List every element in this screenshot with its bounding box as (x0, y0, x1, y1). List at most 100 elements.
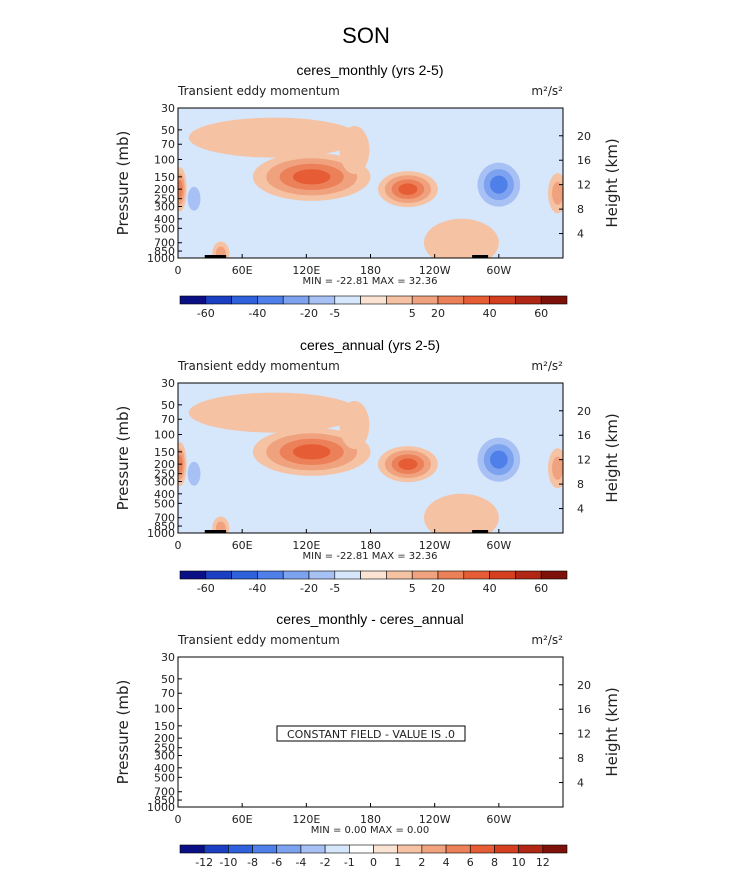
colorbar-swatch (228, 844, 253, 854)
y-tick-label: 150 (154, 446, 175, 459)
colorbar-swatch (360, 295, 387, 305)
colorbar-swatch (257, 295, 284, 305)
contour-region (292, 444, 331, 460)
chart-panel-1: ceres_monthly (yrs 2-5) Transient eddy mo… (114, 62, 621, 320)
colorbar-swatch (386, 570, 413, 580)
colorbar-swatch (445, 844, 471, 854)
contour-region (188, 117, 360, 158)
y-tick-label: 200 (154, 732, 175, 745)
y-tick-label: 300 (154, 475, 175, 488)
y2-tick-label: 8 (577, 752, 584, 765)
y-tick-label: 100 (154, 429, 175, 442)
x-tick-label: 0 (175, 264, 182, 277)
colorbar-swatch (540, 295, 568, 305)
colorbar-swatch (231, 295, 258, 305)
x-tick-label: 180 (360, 813, 381, 826)
colorbar-label: -5 (329, 307, 340, 320)
y-tick-label: 150 (154, 171, 175, 184)
y2-tick-label: 16 (577, 154, 591, 167)
colorbar-label: 40 (483, 307, 497, 320)
min-max-label: MIN = 0.00 MAX = 0.00 (311, 825, 430, 836)
colorbar-swatch (518, 844, 544, 854)
y2-tick-label: 8 (577, 203, 584, 216)
y-tick-label: 200 (154, 458, 175, 471)
colorbar: -12 -10 -8 -6 -4 -2 -1 0 1 2 4 6 8 10 12 (179, 844, 568, 869)
colorbar-swatch (252, 844, 278, 854)
x-tick-label: 60W (486, 539, 511, 552)
x-tick-label: 60W (486, 813, 511, 826)
contour-region (552, 181, 563, 205)
colorbar-swatch (463, 570, 490, 580)
figure-title: SON (342, 23, 390, 48)
y2-tick-label: 4 (577, 503, 584, 516)
colorbar-swatch (308, 295, 336, 305)
y-tick-label: 200 (154, 183, 175, 196)
y-tick-label: 850 (154, 245, 175, 258)
y-tick-label: 1000 (147, 252, 175, 265)
panel-left-label: Transient eddy momentum (177, 633, 340, 647)
x-tick-label: 120E (292, 539, 320, 552)
y-tick-label: 50 (161, 673, 175, 686)
x-tick-label: 60E (232, 539, 253, 552)
y-tick-label: 150 (154, 720, 175, 733)
colorbar-label: -2 (320, 856, 331, 869)
topography (472, 255, 489, 258)
colorbar-label: -20 (300, 307, 318, 320)
contour-fills (178, 117, 563, 258)
y-tick-label: 850 (154, 794, 175, 807)
colorbar-swatch (349, 844, 374, 854)
y-tick-label: 100 (154, 703, 175, 716)
panel-left-label: Transient eddy momentum (177, 359, 340, 373)
y2-tick-label: 8 (577, 478, 584, 491)
chart-panel-3: ceres_monthly - ceres_annual Transient ed… (114, 611, 621, 869)
colorbar-swatch (373, 844, 398, 854)
colorbar-label: -20 (300, 582, 318, 595)
y-tick-label: 300 (154, 200, 175, 213)
colorbar-label: 2 (418, 856, 425, 869)
y-tick-label: 50 (161, 399, 175, 412)
panel-title: ceres_annual (yrs 2-5) (300, 337, 440, 353)
constant-field-box: CONSTANT FIELD - VALUE IS .0 (276, 725, 466, 742)
colorbar-label: -40 (248, 307, 266, 320)
y-tick-label: 250 (154, 742, 175, 755)
y-axis-label: Pressure (mb) (114, 131, 132, 236)
colorbar-swatch (411, 570, 439, 580)
colorbar-label: -40 (248, 582, 266, 595)
colorbar-swatch (386, 295, 413, 305)
colorbar-swatch (411, 295, 439, 305)
panel-title: ceres_monthly - ceres_annual (276, 611, 464, 627)
colorbar-swatch (540, 570, 568, 580)
x-tick-label: 0 (175, 539, 182, 552)
colorbar-label: 4 (443, 856, 450, 869)
colorbar-swatch (324, 844, 350, 854)
colorbar-swatch (489, 570, 516, 580)
colorbar-label: 10 (512, 856, 526, 869)
y2-tick-label: 20 (577, 130, 591, 143)
colorbar-swatch (179, 295, 207, 305)
colorbar-label: -60 (197, 307, 215, 320)
y2-tick-label: 16 (577, 429, 591, 442)
colorbar-swatch (515, 570, 542, 580)
colorbar-swatch (282, 570, 310, 580)
y-tick-label: 850 (154, 520, 175, 533)
y-tick-label: 1000 (147, 801, 175, 814)
contour-region (339, 400, 370, 449)
panel-left-label: Transient eddy momentum (177, 84, 340, 98)
colorbar-label: 1 (394, 856, 401, 869)
x-tick-label: 60E (232, 813, 253, 826)
colorbar-swatch (469, 844, 495, 854)
contour-region (423, 218, 499, 258)
x-tick-label: 60E (232, 264, 253, 277)
contour-region (490, 450, 508, 469)
x-tick-label: 120E (292, 813, 320, 826)
colorbar-swatch (308, 570, 336, 580)
y-tick-label: 250 (154, 193, 175, 206)
colorbar-swatch (282, 295, 310, 305)
y-tick-label: 300 (154, 749, 175, 762)
colorbar-swatch (205, 570, 232, 580)
x-tick-label: 120W (419, 813, 451, 826)
chart-panel-2: ceres_annual (yrs 2-5) Transient eddy mom… (114, 337, 621, 595)
colorbar-label: 20 (431, 307, 445, 320)
colorbar-swatch (494, 844, 519, 854)
colorbar-swatch (463, 295, 490, 305)
